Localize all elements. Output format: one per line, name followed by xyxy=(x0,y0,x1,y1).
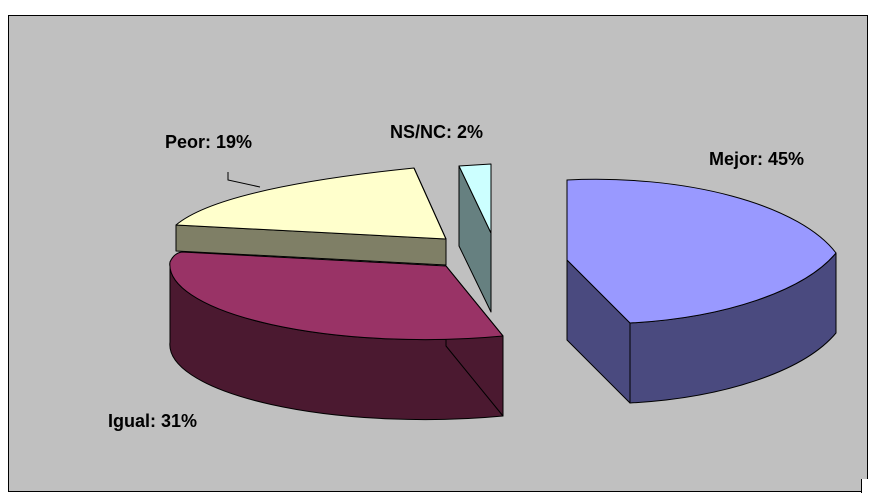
pie-slice-igual xyxy=(169,251,504,421)
peor-leader-line xyxy=(227,172,261,188)
data-label-peor: Peor: 19% xyxy=(165,132,252,152)
pie-slice-mejor xyxy=(566,178,837,404)
pie-slice-nsnc xyxy=(458,163,492,313)
pie-slice-peor-edge xyxy=(413,167,447,240)
data-label-mejor: Mejor: 45% xyxy=(709,149,804,169)
data-label-igual: Igual: 31% xyxy=(108,411,197,431)
pie-slice-nsnc-top xyxy=(458,163,492,234)
pie-slice-mejor-top xyxy=(566,178,837,324)
pie-slice-peor xyxy=(175,167,447,266)
data-label-nsnc: NS/NC: 2% xyxy=(390,122,483,142)
pie-slice-igual-top xyxy=(169,251,504,341)
pie-slice-peor-top xyxy=(175,167,447,240)
